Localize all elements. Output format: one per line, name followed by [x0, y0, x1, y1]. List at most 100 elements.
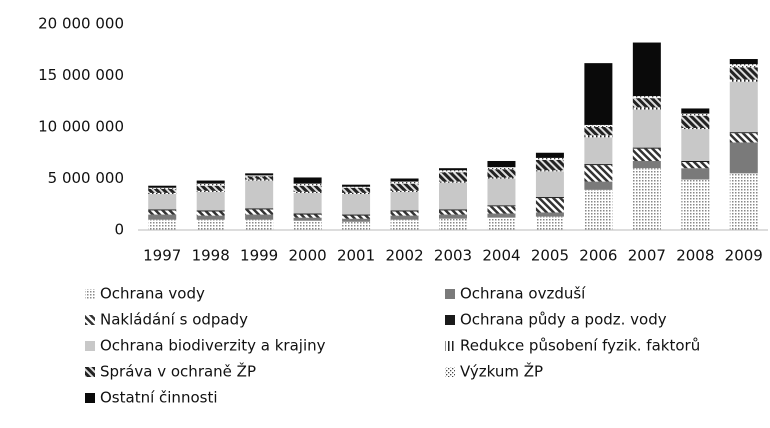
bar-segment [632, 98, 661, 108]
bar-segment [245, 219, 274, 230]
legend-label: Správa v ochraně ŽP [100, 362, 256, 381]
y-tick-label: 5 000 000 [48, 169, 124, 187]
bar-segment [584, 181, 613, 190]
legend-swatch [445, 315, 455, 325]
bar-segment [390, 181, 419, 184]
bar-segment [584, 127, 613, 136]
bar-segment [196, 190, 225, 192]
bar-segment [293, 177, 322, 184]
bar-segment [148, 187, 177, 189]
bar-segment [439, 182, 467, 210]
bar-segment [439, 209, 467, 211]
bar-segment [293, 214, 322, 218]
bar-segment [245, 180, 274, 209]
bar-segment [487, 167, 516, 170]
bar-segment [390, 219, 419, 230]
bar-segment [342, 221, 371, 230]
bar-segment [196, 211, 225, 216]
y-tick-label: 20 000 000 [38, 15, 124, 33]
bar-segment [487, 177, 516, 179]
legend-swatch [85, 367, 95, 377]
bar-segment [729, 173, 758, 230]
bar-segment [729, 64, 758, 68]
x-tick-label: 2007 [628, 247, 666, 265]
legend-swatch [445, 367, 455, 377]
y-tick-label: 0 [114, 221, 124, 239]
legend-swatch [445, 341, 455, 351]
bar-segment [390, 211, 419, 216]
bar-segment [245, 214, 274, 220]
x-tick-label: 1997 [143, 247, 181, 265]
x-tick-label: 2002 [385, 247, 423, 265]
bar-segment [245, 209, 274, 215]
bar-segment [196, 215, 225, 220]
bar-segment [342, 187, 371, 193]
bar-segment [439, 218, 467, 230]
legend-label: Ochrana vody [100, 285, 205, 303]
legend-label: Ochrana ovzduší [460, 285, 586, 303]
bar-segment [293, 213, 322, 215]
bar-segment [439, 168, 467, 171]
bar-segment [681, 160, 710, 163]
bar-segment [148, 210, 177, 215]
bar-segment [390, 215, 419, 220]
bar-segment [632, 168, 661, 230]
bar-segment [293, 217, 322, 221]
bar-segment [729, 142, 758, 174]
bar-segment [293, 191, 322, 193]
legend-swatch [445, 289, 455, 299]
bar-segment [729, 133, 758, 143]
bar-segment [390, 183, 419, 191]
x-tick-label: 2006 [579, 247, 617, 265]
bar-segment [535, 212, 564, 217]
bar-segment [342, 193, 371, 215]
bar-segment [535, 216, 564, 230]
bar-segment [584, 63, 613, 125]
bar-segment [245, 173, 274, 176]
bar-segment [390, 178, 419, 182]
bar-segment [729, 132, 758, 134]
x-tick-label: 2004 [482, 247, 520, 265]
bar-segment [148, 193, 177, 210]
bar-segment [729, 67, 758, 80]
x-tick-label: 1999 [240, 247, 278, 265]
bar-segment [245, 175, 274, 177]
bar-segment [148, 185, 177, 188]
bar-segment [439, 214, 467, 219]
bar-segment [439, 172, 467, 182]
bar-segment [535, 170, 564, 172]
bar-segment [729, 79, 758, 82]
bar-segment [439, 170, 467, 173]
bar-segment [293, 183, 322, 186]
bar-segment [390, 190, 419, 192]
legend-label: Ochrana biodiverzity a krajiny [100, 337, 326, 355]
bar-segment [390, 191, 419, 211]
bar-segment [681, 129, 710, 161]
bar-segment [245, 208, 274, 210]
bar-segment [584, 189, 613, 230]
bar-segment [681, 115, 710, 129]
bar-segment [342, 192, 371, 194]
bar-segment [196, 183, 225, 186]
bar-segment [632, 109, 661, 148]
bar-segment [681, 179, 710, 230]
legend-swatch [85, 341, 95, 351]
bar-segment [681, 128, 710, 130]
bar-segment [681, 168, 710, 180]
x-tick-label: 1998 [192, 247, 230, 265]
bar-segment [196, 219, 225, 230]
bar-segment [487, 205, 516, 207]
legend-swatch [85, 315, 95, 325]
bar-segment [632, 96, 661, 99]
legend-label: Redukce působení fyzik. faktorů [460, 337, 700, 355]
bar-segment [196, 185, 225, 191]
bar-segment [729, 59, 758, 65]
bar-segment [293, 192, 322, 214]
bar-segment [148, 214, 177, 220]
bar-segment [584, 135, 613, 138]
legend-swatch [85, 393, 95, 403]
bar-segment [293, 220, 322, 230]
x-tick-label: 2001 [337, 247, 375, 265]
bar-segment [487, 217, 516, 230]
